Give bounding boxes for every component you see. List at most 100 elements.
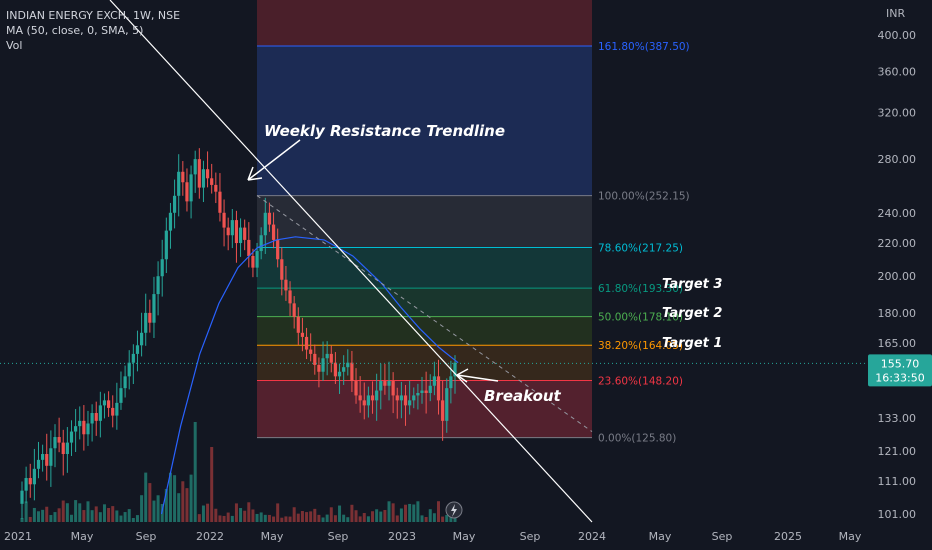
time-axis[interactable] bbox=[0, 524, 866, 550]
breakout-arrow bbox=[456, 368, 499, 383]
candle-body bbox=[271, 224, 276, 240]
candle-body bbox=[98, 405, 102, 421]
candle-body bbox=[300, 332, 305, 337]
volume-legend[interactable]: Vol bbox=[6, 39, 23, 52]
candle-body bbox=[238, 227, 243, 244]
target-1-label[interactable]: Target 1 bbox=[662, 336, 722, 351]
volume-bar bbox=[53, 512, 57, 522]
candle-body bbox=[160, 259, 164, 277]
resistance-trendline[interactable] bbox=[109, 0, 593, 523]
volume-bar bbox=[404, 504, 408, 522]
candle-body bbox=[375, 390, 379, 401]
x-tick-label: May bbox=[839, 530, 862, 543]
candle-body bbox=[123, 376, 127, 389]
trendline-annotation[interactable]: Weekly Resistance Trendline bbox=[264, 122, 505, 140]
candle-body bbox=[428, 385, 432, 393]
candle-body bbox=[416, 392, 420, 396]
volume-bar bbox=[102, 504, 106, 522]
candle-body bbox=[36, 459, 41, 469]
volume-bar bbox=[346, 517, 350, 522]
volume-bar bbox=[82, 510, 86, 522]
y-tick-label: 400.00 bbox=[878, 29, 917, 42]
candle-body bbox=[135, 345, 140, 354]
volume-bar bbox=[445, 515, 449, 522]
volume-bar bbox=[251, 509, 255, 522]
candle-body bbox=[61, 442, 65, 455]
bar-countdown: 16:33:50 bbox=[875, 371, 924, 384]
volume-bar bbox=[416, 501, 420, 522]
fib-level-label: 50.00%(178.10) bbox=[598, 312, 683, 324]
fibonacci-retracement[interactable]: 0.00%(125.80) 23.60%(148.20) 38.20%(164.05… bbox=[257, 0, 690, 445]
ma-legend[interactable]: MA (50, close, 0, SMA, 5) bbox=[6, 24, 144, 37]
volume-bar bbox=[387, 501, 391, 522]
volume-bar bbox=[24, 501, 28, 522]
candle-body bbox=[24, 478, 28, 491]
volume-bar bbox=[284, 516, 288, 522]
candle-body bbox=[131, 353, 135, 363]
x-tick-label: May bbox=[649, 530, 672, 543]
y-tick-label: 121.00 bbox=[878, 445, 917, 458]
candle-body bbox=[193, 159, 197, 175]
volume-bar bbox=[210, 447, 214, 522]
target-3-label[interactable]: Target 3 bbox=[662, 277, 722, 292]
volume-bar bbox=[78, 503, 82, 522]
volume-bar bbox=[395, 515, 399, 522]
volume-bar bbox=[69, 514, 73, 522]
y-tick-label: 200.00 bbox=[878, 270, 917, 283]
candle-body bbox=[78, 420, 82, 427]
candle-body bbox=[168, 212, 173, 231]
candle-body bbox=[111, 407, 115, 416]
volume-bar bbox=[164, 488, 168, 522]
x-tick-label: Sep bbox=[712, 530, 733, 543]
fib-level-label: 78.60%(217.25) bbox=[598, 242, 683, 254]
candle-body bbox=[358, 395, 362, 401]
candle-body bbox=[370, 395, 375, 401]
volume-bar bbox=[239, 508, 243, 522]
volume-bar bbox=[366, 516, 370, 522]
candle-body bbox=[247, 239, 251, 256]
candle-body bbox=[65, 442, 69, 455]
candle-body bbox=[53, 437, 57, 449]
candle-body bbox=[107, 400, 111, 408]
candle-body bbox=[115, 402, 119, 416]
candle-body bbox=[267, 212, 272, 225]
x-tick-label: May bbox=[261, 530, 284, 543]
currency-label: INR bbox=[886, 7, 905, 20]
candle-body bbox=[139, 332, 144, 346]
y-tick-label: 101.00 bbox=[878, 508, 917, 521]
volume-bar bbox=[358, 516, 362, 522]
candle-body bbox=[333, 362, 338, 377]
last-price-badge bbox=[868, 354, 932, 387]
volume-bar bbox=[391, 503, 395, 522]
volume-bar bbox=[94, 506, 98, 522]
candle-body bbox=[304, 336, 309, 350]
volume-bar bbox=[313, 508, 317, 522]
candle-body bbox=[284, 279, 288, 291]
candle-body bbox=[362, 400, 366, 406]
breakout-annotation[interactable]: Breakout bbox=[484, 387, 562, 405]
x-tick-label: 2021 bbox=[4, 530, 32, 543]
fib-zone-4 bbox=[257, 247, 592, 289]
candle-body bbox=[177, 171, 181, 196]
symbol-title[interactable]: INDIAN ENERGY EXCH, 1W, NSE bbox=[6, 9, 181, 22]
volume-bar bbox=[243, 510, 247, 522]
x-tick-label: 2025 bbox=[774, 530, 802, 543]
volume-bar bbox=[300, 511, 304, 522]
candle-body bbox=[436, 376, 441, 401]
price-axis[interactable] bbox=[866, 0, 932, 550]
candle-body bbox=[432, 376, 436, 386]
candle-body bbox=[127, 362, 131, 377]
candle-body bbox=[383, 381, 387, 386]
fib-level-label: 38.20%(164.05) bbox=[598, 340, 683, 352]
target-2-label[interactable]: Target 2 bbox=[662, 306, 722, 321]
candle-body bbox=[280, 259, 284, 280]
fib-zone-6 bbox=[257, 46, 592, 196]
volume-bar bbox=[288, 516, 292, 522]
volume-bar bbox=[197, 514, 201, 522]
lightning-icon[interactable] bbox=[445, 501, 463, 519]
volume-bar bbox=[230, 515, 234, 522]
fib-level-label: 0.00%(125.80) bbox=[598, 433, 676, 445]
x-tick-label: 2024 bbox=[578, 530, 606, 543]
candle-body bbox=[226, 227, 230, 236]
